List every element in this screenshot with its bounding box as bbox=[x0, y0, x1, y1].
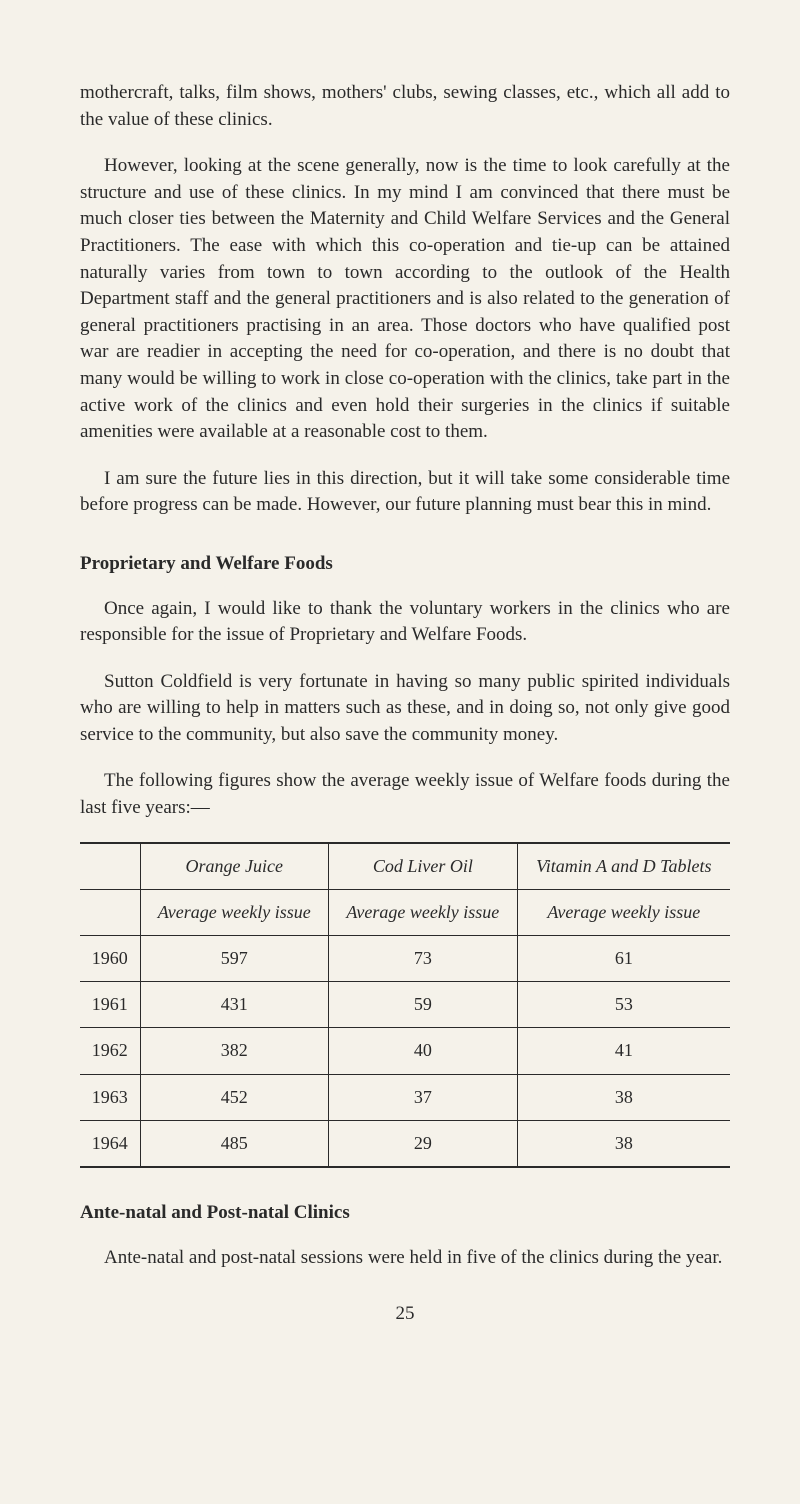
paragraph-foods3: The following figures show the average w… bbox=[80, 768, 730, 821]
table-cell: 61 bbox=[517, 936, 730, 982]
table-row: 1963 452 37 38 bbox=[80, 1074, 730, 1120]
table-cell: 485 bbox=[140, 1120, 329, 1167]
table-cell: 382 bbox=[140, 1028, 329, 1074]
table-subheader-row: Average weekly issue Average weekly issu… bbox=[80, 889, 730, 935]
paragraph-main2: I am sure the future lies in this direct… bbox=[80, 466, 730, 519]
table-cell: 38 bbox=[517, 1120, 730, 1167]
paragraph-intro: mothercraft, talks, film shows, mothers'… bbox=[80, 80, 730, 133]
table-header-row: Orange Juice Cod Liver Oil Vitamin A and… bbox=[80, 843, 730, 890]
table-cell: 431 bbox=[140, 982, 329, 1028]
paragraph-foods1: Once again, I would like to thank the vo… bbox=[80, 596, 730, 649]
table-year: 1964 bbox=[80, 1120, 140, 1167]
table-year: 1963 bbox=[80, 1074, 140, 1120]
table-row: 1964 485 29 38 bbox=[80, 1120, 730, 1167]
table-row: 1961 431 59 53 bbox=[80, 982, 730, 1028]
table-subheader-1: Average weekly issue bbox=[140, 889, 329, 935]
table-cell: 597 bbox=[140, 936, 329, 982]
table-subheader-2: Average weekly issue bbox=[329, 889, 518, 935]
table-cell: 59 bbox=[329, 982, 518, 1028]
table-cell: 452 bbox=[140, 1074, 329, 1120]
paragraph-main1: However, looking at the scene generally,… bbox=[80, 153, 730, 446]
table-row: 1960 597 73 61 bbox=[80, 936, 730, 982]
table-subheader-3: Average weekly issue bbox=[517, 889, 730, 935]
table-cell: 37 bbox=[329, 1074, 518, 1120]
table-cell: 40 bbox=[329, 1028, 518, 1074]
table-header-cod: Cod Liver Oil bbox=[329, 843, 518, 890]
paragraph-foods2: Sutton Coldfield is very fortunate in ha… bbox=[80, 669, 730, 749]
table-row: 1962 382 40 41 bbox=[80, 1028, 730, 1074]
table-year: 1961 bbox=[80, 982, 140, 1028]
table-header-vitamin: Vitamin A and D Tablets bbox=[517, 843, 730, 890]
table-cell: 41 bbox=[517, 1028, 730, 1074]
heading-antenatal: Ante-natal and Post-natal Clinics bbox=[80, 1200, 730, 1227]
table-cell: 29 bbox=[329, 1120, 518, 1167]
welfare-foods-table: Orange Juice Cod Liver Oil Vitamin A and… bbox=[80, 842, 730, 1168]
table-subheader-empty bbox=[80, 889, 140, 935]
page-number: 25 bbox=[80, 1301, 730, 1328]
paragraph-antenatal: Ante-natal and post-natal sessions were … bbox=[80, 1245, 730, 1272]
heading-proprietary: Proprietary and Welfare Foods bbox=[80, 551, 730, 578]
table-header-empty bbox=[80, 843, 140, 890]
table-cell: 53 bbox=[517, 982, 730, 1028]
table-cell: 73 bbox=[329, 936, 518, 982]
table-header-orange: Orange Juice bbox=[140, 843, 329, 890]
table-year: 1960 bbox=[80, 936, 140, 982]
table-cell: 38 bbox=[517, 1074, 730, 1120]
table-year: 1962 bbox=[80, 1028, 140, 1074]
